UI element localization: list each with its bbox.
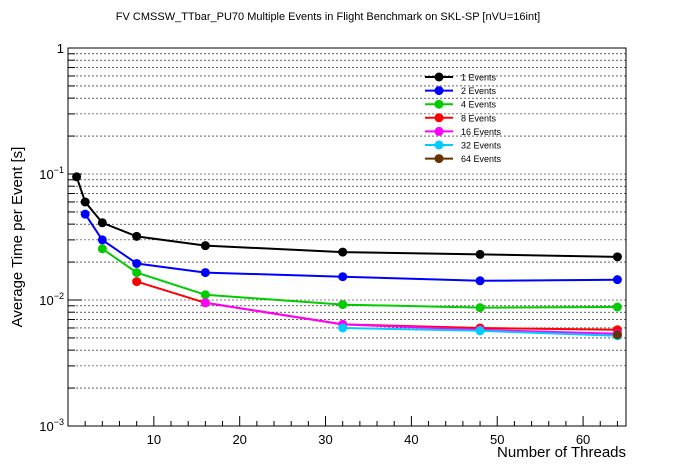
legend-label: 1 Events [461, 73, 497, 83]
plot-frame [67, 47, 627, 427]
data-point [612, 302, 622, 312]
data-point [80, 209, 90, 219]
series-1 [72, 172, 622, 262]
legend-marker [434, 140, 444, 150]
data-point [200, 268, 210, 278]
series-line [205, 301, 618, 335]
data-point [132, 258, 142, 268]
data-point [338, 247, 348, 257]
chart-title: FV CMSSW_TTbar_PU70 Multiple Events in F… [116, 11, 540, 23]
data-point [132, 268, 142, 278]
x-axis-title: Number of Threads [497, 444, 626, 461]
data-point [612, 275, 622, 285]
data-point [612, 252, 622, 262]
legend-marker [434, 72, 444, 82]
data-point [475, 303, 485, 313]
data-point [132, 231, 142, 241]
data-point [200, 298, 210, 308]
legend-item: 16 Events [425, 126, 502, 137]
data-point [97, 235, 107, 245]
legend-label: 16 Events [461, 127, 502, 137]
x-tick-label: 40 [404, 432, 418, 447]
x-tick-label: 30 [318, 432, 332, 447]
data-point [132, 277, 142, 287]
data-point [612, 330, 622, 340]
y-tick-label: 1 [57, 41, 64, 56]
x-tick-label: 50 [490, 432, 504, 447]
y-tick-label: 10−3 [39, 417, 64, 434]
legend-item: 1 Events [425, 72, 497, 83]
legend-marker [434, 113, 444, 123]
data-point [475, 276, 485, 286]
data-point [200, 241, 210, 251]
y-tick-label: 10−2 [39, 291, 64, 308]
data-point [338, 323, 348, 333]
y-axis-title: Average Time per Event [s] [9, 147, 26, 328]
data-point [80, 197, 90, 207]
legend-label: 2 Events [461, 86, 497, 96]
legend-marker [434, 99, 444, 109]
data-point [97, 244, 107, 254]
data-series [72, 172, 622, 341]
data-point [475, 249, 485, 259]
y-tick-label: 10−1 [39, 165, 64, 182]
series-2 [80, 209, 622, 286]
legend-item: 64 Events [425, 154, 502, 164]
x-tick-label: 60 [576, 432, 590, 447]
data-point [338, 300, 348, 310]
series-7 [612, 330, 622, 340]
legend-item: 32 Events [425, 140, 502, 151]
legend-item: 4 Events [425, 99, 497, 110]
legend-marker [434, 154, 444, 164]
legend-item: 2 Events [425, 86, 497, 96]
x-tick-label: 20 [232, 432, 246, 447]
data-point [72, 172, 82, 182]
legend-marker [434, 86, 444, 96]
legend: 1 Events 2 Events 4 Events 8 Events 16 Event… [425, 72, 502, 164]
series-line [75, 176, 618, 258]
legend-marker [434, 126, 444, 136]
series-line [101, 247, 618, 309]
legend-label: 32 Events [461, 141, 502, 151]
grid-lines [68, 53, 626, 389]
legend-label: 4 Events [461, 100, 497, 110]
axis-ticks: 10 20 30 40 50 60 1 10−1 10−2 10−3 [39, 41, 618, 447]
data-point [97, 218, 107, 228]
data-point [338, 272, 348, 282]
legend-label: 64 Events [461, 154, 502, 164]
legend-item: 8 Events [425, 113, 497, 123]
data-point [200, 290, 210, 300]
series-3 [97, 244, 622, 313]
x-tick-label: 10 [147, 432, 161, 447]
legend-label: 8 Events [461, 113, 497, 123]
data-point [475, 326, 485, 336]
